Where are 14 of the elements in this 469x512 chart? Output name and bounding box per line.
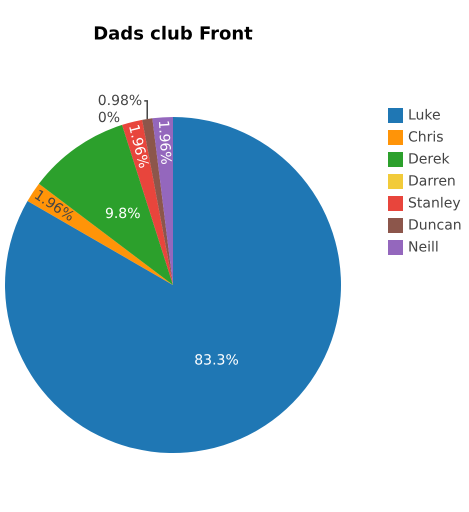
legend-label: Duncan: [408, 218, 462, 234]
legend-label: Chris: [408, 130, 444, 146]
data-label: 83.3%: [194, 352, 239, 368]
text: 0%: [98, 110, 120, 126]
legend-label: Stanley: [408, 196, 461, 212]
legend-label: Derek: [408, 152, 450, 168]
data-label: 1.96%: [124, 122, 152, 170]
data-label: 1.96%: [154, 120, 174, 166]
data-label: 9.8%: [104, 206, 141, 222]
legend-label: Neill: [408, 240, 439, 256]
legend-label: Darren: [408, 174, 456, 190]
chart-title: Dads club Front: [93, 24, 254, 44]
legend-label: Luke: [408, 108, 441, 124]
data-label: 0.98%: [98, 92, 142, 109]
